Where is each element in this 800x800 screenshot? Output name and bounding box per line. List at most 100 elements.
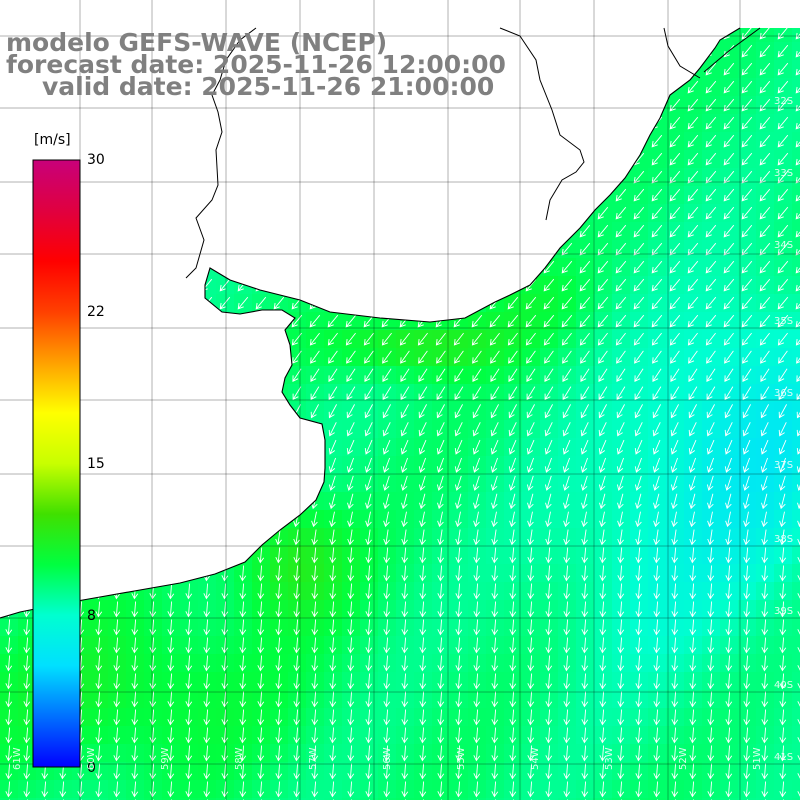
wind-speed-cell [90,420,109,439]
wind-speed-cell [36,204,55,223]
wind-speed-cell [90,492,109,511]
wind-arrow [363,278,375,292]
wind-arrow [203,493,210,510]
wind-arrow [76,422,85,437]
wind-arrow [689,745,697,762]
wind-arrow [22,422,31,437]
wind-speed-cell [270,222,289,241]
wind-arrow [671,565,679,582]
wind-speed-cell [792,672,800,691]
wind-arrow [75,152,87,166]
wind-arrow [653,709,661,726]
wind-arrow [239,529,246,546]
wind-arrow [167,691,175,708]
wind-speed-cell [180,384,199,403]
wind-speed-cell [522,798,541,800]
wind-arrow [257,619,265,636]
wind-arrow [579,332,590,346]
wind-speed-cell [252,492,271,511]
wind-arrow [508,422,517,437]
wind-speed-cell [126,204,145,223]
wind-arrow [615,98,627,112]
wind-arrow [688,368,698,383]
wind-arrow [147,188,159,202]
wind-arrow [489,134,501,148]
wind-arrow [275,709,283,726]
wind-arrow [309,260,321,274]
wind-arrow [507,116,519,130]
wind-arrow [797,619,800,636]
wind-speed-cell [612,114,631,133]
wind-arrow [363,188,375,202]
wind-speed-cell [792,726,800,745]
wind-arrow [22,386,32,401]
wind-speed-cell [792,114,800,133]
wind-arrow [203,601,211,618]
wind-arrow [293,601,301,618]
wind-speed-cell [630,78,649,97]
wind-arrow [112,386,122,401]
wind-speed-cell [162,348,181,367]
wind-arrow [563,781,571,798]
wind-speed-cell [216,168,235,187]
wind-arrow [507,314,519,328]
wind-speed-cell [522,258,541,277]
wind-arrow [3,260,15,274]
wind-arrow [345,314,357,328]
wind-speed-cell [414,798,433,800]
wind-arrow [561,314,573,328]
wind-arrow [417,242,429,256]
wind-arrow [580,457,589,473]
wind-speed-cell [504,276,523,295]
wind-arrow [597,314,609,328]
wind-speed-cell [684,798,703,800]
wind-speed-cell [540,28,559,43]
wind-arrow [417,260,429,274]
wind-arrow [383,727,391,744]
wind-speed-cell [630,42,649,61]
wind-arrow [707,547,715,564]
wind-arrow [689,493,696,510]
wind-arrow [435,332,446,346]
wind-speed-cell [216,402,235,421]
wind-arrow [563,709,571,726]
wind-arrow [111,296,123,310]
wind-speed-cell [648,96,667,115]
wind-arrow [527,601,535,618]
wind-arrow [201,332,212,346]
wind-arrow [327,278,339,292]
wind-arrow [293,763,301,780]
wind-arrow [21,188,33,202]
wind-speed-cell [342,222,361,241]
wind-arrow [129,170,141,184]
wind-arrow [40,368,50,383]
wind-arrow [615,62,627,76]
wind-speed-cell [54,492,73,511]
wind-arrow [275,673,283,690]
wind-speed-cell [378,276,397,295]
wind-arrow [617,727,625,744]
wind-arrow [779,691,787,708]
wind-arrow [419,691,427,708]
wind-arrow [759,98,771,112]
wind-arrow [796,386,800,401]
wind-arrow [652,386,662,401]
wind-speed-cell [54,258,73,277]
wind-arrow [527,745,535,762]
wind-speed-cell [306,150,325,169]
wind-arrow [545,673,553,690]
wind-speed-cell [126,222,145,241]
wind-arrow [93,188,105,202]
wind-speed-cell [180,222,199,241]
wind-arrow [95,709,103,726]
wind-speed-cell [126,546,145,565]
wind-arrow [671,673,679,690]
wind-arrow [563,583,571,600]
wind-arrow [293,637,301,654]
wind-speed-cell [648,42,667,61]
wind-arrow [561,332,572,346]
wind-arrow [221,781,229,798]
wind-speed-cell [90,222,109,241]
wind-speed-cell [162,492,181,511]
wind-speed-cell [450,294,469,313]
